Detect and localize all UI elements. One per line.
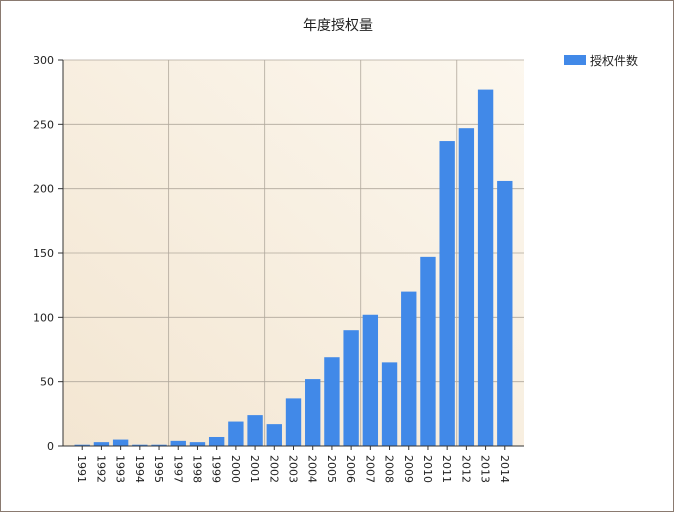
x-tick-label: 1998 [190,455,203,483]
x-tick-label: 1993 [114,455,127,483]
y-tick-label: 200 [33,183,54,196]
legend-label: 授权件数 [590,53,638,68]
bar-2001 [247,415,263,446]
bar-2008 [381,362,398,446]
bar-2004 [305,379,321,446]
y-tick-label: 50 [40,376,54,389]
legend-swatch [564,55,586,65]
bar-2013 [477,89,494,446]
bar-2010 [420,256,436,446]
x-tick-label: 2008 [383,455,396,483]
bar-2012 [458,128,475,446]
x-tick-label: 1991 [75,455,88,483]
bar-1995 [151,444,167,446]
bar-1998 [189,442,206,446]
bar-1991 [74,444,90,446]
x-tick-label: 2011 [440,455,453,483]
y-tick-label: 0 [47,440,54,453]
bar-2000 [228,421,244,446]
bar-1993 [112,439,129,446]
bar-1999 [208,436,225,446]
y-tick-label: 300 [33,54,54,67]
x-tick-label: 2013 [479,455,492,483]
bar-2002 [266,424,282,446]
bar-2014 [497,180,513,446]
plot-area: 0 50 100 150 200 250 300 1991 1992 1993 1994 1995 19… [33,54,524,483]
bar-2003 [285,398,302,446]
bar-2006 [343,330,359,446]
bar-1992 [93,442,110,446]
x-tick-label: 2009 [402,455,415,483]
x-tick-label: 1995 [152,455,165,483]
bar-2011 [439,141,455,446]
bar-2009 [401,291,417,446]
x-tick-label: 2004 [306,455,319,483]
x-tick-label: 2002 [267,455,280,483]
x-tick-label: 2000 [229,455,242,483]
x-tick-label: 1992 [94,455,107,483]
bar-2007 [362,314,379,446]
x-tick-label: 1994 [133,455,146,483]
bar-1997 [170,440,186,446]
x-tick-label: 2014 [498,455,511,483]
x-tick-label: 2006 [344,455,357,483]
x-tick-label: 2005 [325,455,338,483]
x-tick-label: 2007 [363,455,376,483]
y-tick-label: 150 [33,247,54,260]
bar-1994 [132,444,148,446]
y-tick-label: 100 [33,311,54,324]
x-tick-label: 2010 [421,455,434,483]
chart-title: 年度授权量 [303,18,373,34]
x-tick-label: 1999 [210,455,223,483]
x-tick-label: 2012 [459,455,472,483]
y-tick-label: 250 [33,118,54,131]
bar-2005 [324,357,340,446]
x-tick-label: 2001 [248,455,261,483]
x-tick-label: 1997 [171,455,184,483]
legend: 授权件数 [564,53,638,68]
x-tick-label: 2003 [287,455,300,483]
